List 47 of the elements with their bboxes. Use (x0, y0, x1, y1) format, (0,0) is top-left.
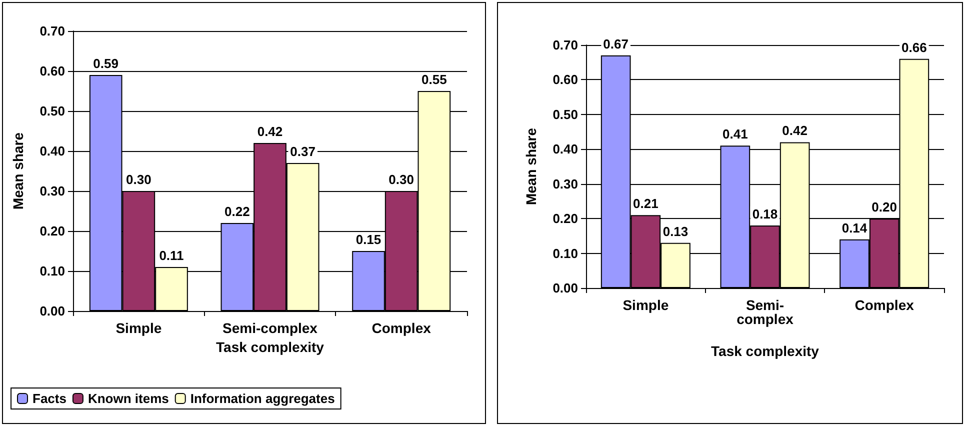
y-tick-label: 0.50 (552, 106, 578, 122)
y-tick-label: 0.10 (552, 246, 578, 261)
x-tick-label: Simple (622, 297, 669, 313)
x-tick-label: Complex (372, 320, 432, 336)
y-tick-label: 0.50 (40, 104, 65, 118)
data-label: 0.59 (93, 56, 118, 71)
data-label: 0.67 (603, 36, 628, 52)
x-tick-label: Semi-complex (222, 320, 318, 336)
y-tick-label: 0.70 (552, 38, 578, 52)
data-label: 0.11 (159, 248, 184, 263)
y-tick-label: 0.20 (40, 224, 65, 238)
data-label: 0.37 (290, 144, 316, 159)
data-label: 0.13 (662, 224, 688, 239)
data-label: 0.30 (126, 172, 152, 187)
y-tick-label: 0.00 (552, 280, 578, 296)
data-label: 0.41 (722, 126, 748, 142)
y-tick-label: 0.10 (40, 264, 65, 278)
data-label: 0.21 (633, 196, 658, 212)
x-axis-title: Task complexity (711, 343, 820, 359)
y-tick-label: 0.30 (40, 184, 65, 198)
data-label: 0.20 (872, 200, 897, 215)
y-tick-label: 0.40 (40, 144, 65, 158)
y-tick-label: 0.30 (552, 176, 578, 192)
y-axis-title: Mean share (10, 132, 26, 210)
data-label: 0.30 (388, 172, 414, 187)
y-tick-label: 0.40 (552, 142, 578, 157)
data-label: 0.14 (842, 220, 868, 236)
legend-label: Information aggregates (190, 391, 335, 406)
legend-label: Facts (32, 391, 66, 406)
y-tick-label: 0.00 (40, 304, 65, 318)
y-axis-title: Mean share (523, 128, 539, 206)
legend-label: Known items (88, 391, 169, 406)
data-label: 0.42 (257, 124, 283, 139)
y-tick-label: 0.70 (40, 24, 65, 38)
x-tick-label: Simple (116, 320, 162, 336)
y-tick-label: 0.20 (552, 211, 578, 226)
x-tick-label: Complex (854, 297, 914, 313)
data-label: 0.42 (782, 123, 808, 138)
data-label: 0.22 (224, 204, 250, 219)
data-label: 0.18 (752, 206, 778, 222)
x-tick-label: Semi-complex (736, 297, 794, 327)
y-tick-label: 0.60 (40, 64, 65, 78)
y-tick-label: 0.60 (552, 72, 578, 88)
data-label: 0.55 (422, 72, 447, 87)
data-label: 0.66 (902, 40, 927, 55)
data-label: 0.15 (356, 232, 382, 247)
x-axis-title: Task complexity (216, 338, 324, 355)
